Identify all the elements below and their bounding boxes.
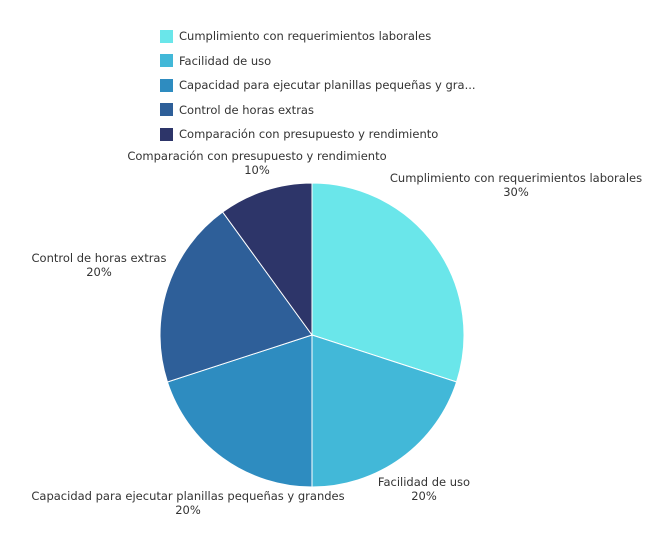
legend-swatch	[160, 78, 173, 92]
slice-category-label: Control de horas extras	[32, 251, 167, 265]
legend-item-facilidad[interactable]: Facilidad de uso	[160, 52, 476, 70]
legend-item-comparacion[interactable]: Comparación con presupuesto y rendimient…	[160, 125, 476, 143]
slice-category-label: Cumplimiento con requerimientos laborale…	[390, 171, 642, 185]
slice-category-label: Comparación con presupuesto y rendimient…	[127, 149, 386, 163]
legend-label: Capacidad para ejecutar planillas pequeñ…	[179, 78, 476, 92]
legend-item-capacidad[interactable]: Capacidad para ejecutar planillas pequeñ…	[160, 76, 476, 94]
pie-slice-1[interactable]	[311, 182, 465, 383]
pie-slice-5[interactable]	[221, 182, 313, 337]
pie-slice-3[interactable]	[166, 334, 313, 488]
legend-swatch	[160, 29, 173, 43]
legend-swatch	[160, 103, 173, 116]
slice-category-label: Capacidad para ejecutar planillas pequeñ…	[31, 489, 344, 503]
legend-swatch	[160, 54, 173, 67]
legend-item-control[interactable]: Control de horas extras	[160, 101, 476, 119]
pie-slice-4[interactable]	[159, 211, 313, 383]
chart-legend: Cumplimiento con requerimientos laborale…	[160, 27, 476, 150]
slice-value-label: 20%	[86, 265, 112, 279]
legend-label: Facilidad de uso	[179, 53, 272, 68]
slice-value-label: 20%	[175, 503, 201, 517]
legend-swatch	[160, 127, 173, 141]
pie-slice-2[interactable]	[311, 334, 458, 488]
slice-value-label: 20%	[411, 489, 437, 503]
slice-value-label: 30%	[503, 185, 529, 199]
legend-label: Control de horas extras	[179, 102, 314, 117]
legend-label: Cumplimiento con requerimientos laborale…	[179, 29, 432, 43]
slice-category-label: Facilidad de uso	[378, 475, 470, 489]
legend-label: Comparación con presupuesto y rendimient…	[179, 127, 439, 141]
slice-value-label: 10%	[244, 163, 270, 177]
legend-item-cumplimiento[interactable]: Cumplimiento con requerimientos laborale…	[160, 27, 476, 45]
